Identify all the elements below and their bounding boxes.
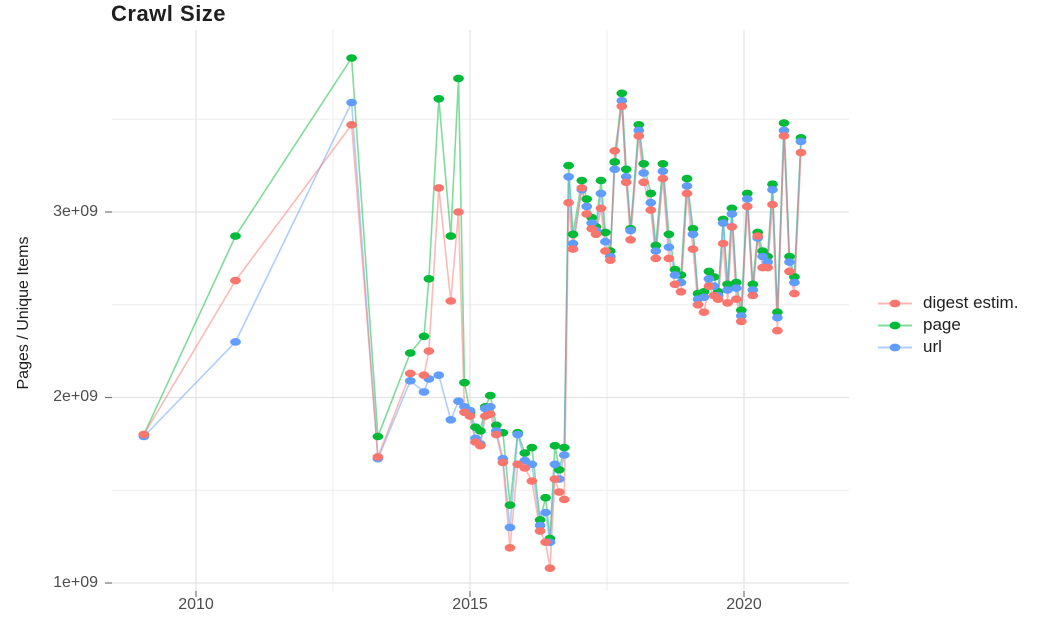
y-axis-tick-label: 2e+09 [53,388,98,405]
x-axis-tick-label: 2015 [452,596,488,613]
legend: digest estim. page url [876,292,1018,358]
legend-label-page: page [923,315,961,334]
chart-title: Crawl Size [111,1,227,26]
legend-key-page-icon [878,321,912,329]
legend-label-digest: digest estim. [923,293,1019,312]
y-axis-tick-label: 3e+09 [53,203,98,220]
legend-key-digest-icon [878,299,912,307]
legend-key-url-icon [878,343,912,351]
x-axis-tick-label: 2020 [726,596,762,613]
legend-label-url: url [923,337,942,356]
y-axis-title: Pages / Unique Items [15,236,32,390]
legend-item-page: page [876,314,1018,336]
legend-item-url: url [876,336,1018,358]
x-axis-tick-label: 2010 [178,596,214,613]
legend-item-digest: digest estim. [876,292,1018,314]
y-axis-tick-label: 1e+09 [53,574,98,591]
